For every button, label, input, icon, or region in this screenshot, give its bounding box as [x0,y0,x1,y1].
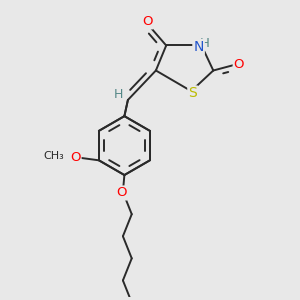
Text: S: S [188,86,197,100]
Text: CH₃: CH₃ [44,151,64,161]
Text: O: O [234,58,244,71]
Text: N: N [194,40,204,54]
Text: H: H [200,37,210,50]
Text: O: O [116,187,127,200]
Text: O: O [142,15,152,28]
Text: H: H [114,88,123,100]
Text: O: O [70,151,81,164]
